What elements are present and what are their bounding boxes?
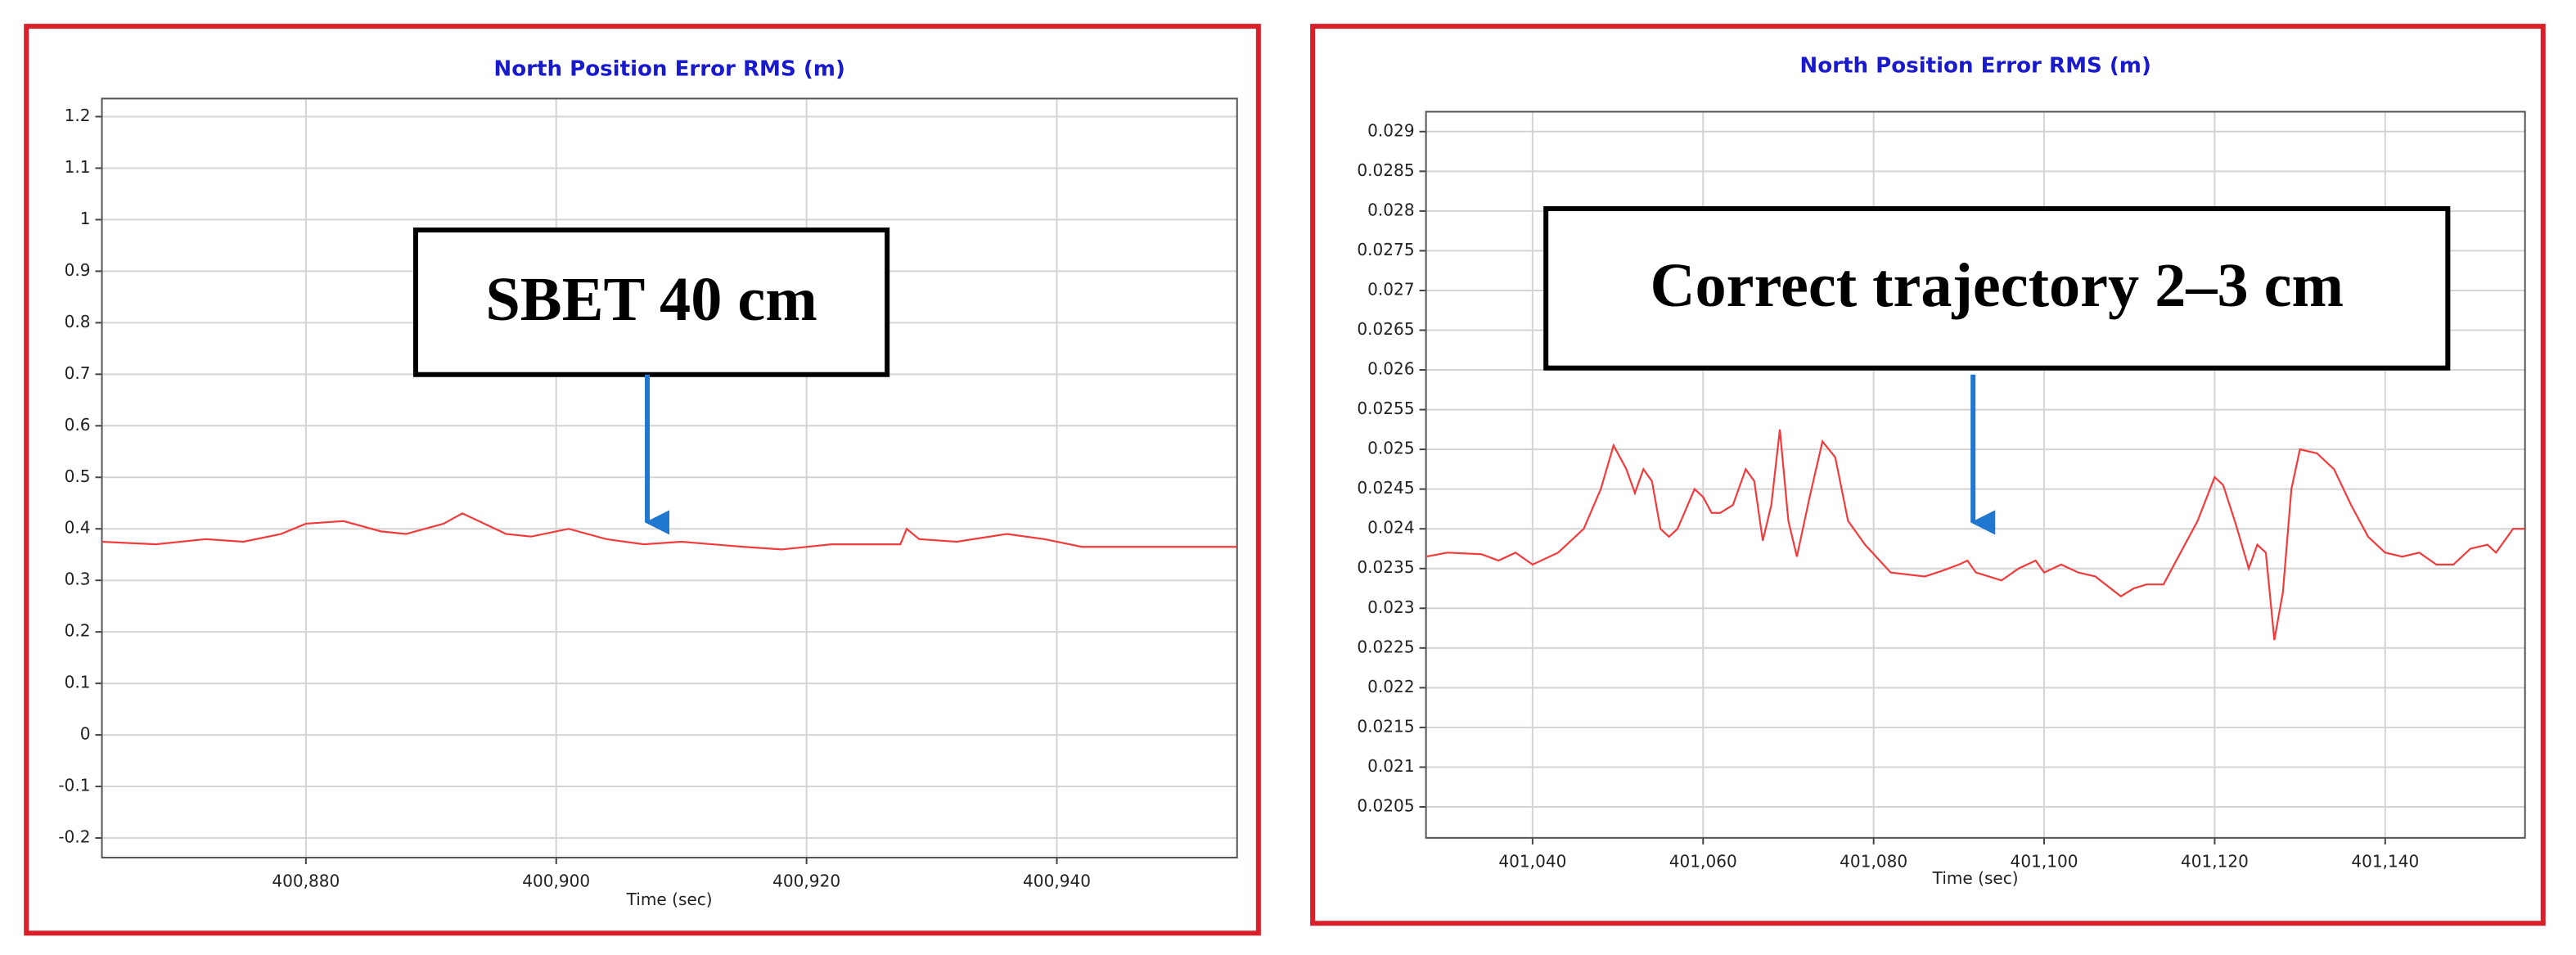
y-tick-label: 0.0285 <box>1357 160 1414 180</box>
y-tick-label: 0.028 <box>1367 200 1414 219</box>
y-tick-label: 0.025 <box>1367 439 1414 458</box>
y-tick-label: 0.029 <box>1367 120 1414 140</box>
x-tick-label: 401,040 <box>1498 851 1566 871</box>
x-tick-label: 400,880 <box>272 872 340 891</box>
y-tick-label: 1.1 <box>65 157 91 177</box>
y-tick-label: 0.0205 <box>1357 795 1414 815</box>
y-tick-label: 0.9 <box>65 260 91 280</box>
y-tick-label: 0.4 <box>65 518 91 538</box>
y-tick-label: 0.022 <box>1367 677 1414 696</box>
x-tick-label: 400,940 <box>1023 872 1091 891</box>
y-tick-label: 0.0245 <box>1357 478 1414 498</box>
y-tick-label: -0.2 <box>58 827 90 847</box>
y-tick-label: 0.0215 <box>1357 716 1414 736</box>
x-axis-label: Time (sec) <box>626 890 713 909</box>
x-tick-label: 401,080 <box>1840 851 1907 871</box>
y-tick-label: 0.0265 <box>1357 319 1414 339</box>
x-tick-label: 401,100 <box>2011 851 2078 871</box>
annotation: SBET 40 cm <box>485 264 817 334</box>
panel-frame <box>1310 24 2546 926</box>
y-tick-label: 0.027 <box>1367 279 1414 299</box>
x-tick-label: 401,140 <box>2351 851 2419 871</box>
x-axis-label: Time (sec) <box>1932 868 2019 888</box>
y-tick-label: 0.1 <box>65 673 91 692</box>
chart-title: North Position Error RMS (m) <box>493 56 844 81</box>
data-line <box>101 512 1237 551</box>
y-tick-label: -0.1 <box>58 776 90 795</box>
annotation-box <box>1543 205 2451 371</box>
y-tick-label: 0.021 <box>1367 756 1414 776</box>
panel-frame <box>24 24 1261 936</box>
y-tick-label: 0.3 <box>65 570 91 589</box>
plot-border <box>101 97 1238 858</box>
y-tick-label: 0.0255 <box>1357 399 1414 418</box>
y-tick-label: 1.2 <box>65 106 91 125</box>
x-tick-label: 401,120 <box>2181 851 2249 871</box>
y-tick-label: 0 <box>80 724 91 744</box>
y-tick-label: 0.8 <box>65 312 91 331</box>
y-tick-label: 0.6 <box>65 415 91 435</box>
data-line <box>1425 429 2525 641</box>
x-tick-label: 400,900 <box>522 872 590 891</box>
y-tick-label: 1 <box>80 209 91 228</box>
y-tick-label: 0.2 <box>65 621 91 641</box>
x-tick-label: 400,920 <box>772 872 840 891</box>
x-tick-label: 401,060 <box>1669 851 1737 871</box>
annotation-box <box>412 227 890 377</box>
annotation: Correct trajectory 2–3 cm <box>1650 250 2344 320</box>
y-tick-label: 0.026 <box>1367 359 1414 379</box>
plot-border <box>1425 110 2526 839</box>
y-tick-label: 0.0275 <box>1357 240 1414 259</box>
y-tick-label: 0.7 <box>65 363 91 383</box>
y-tick-label: 0.024 <box>1367 518 1414 538</box>
y-tick-label: 0.0225 <box>1357 637 1414 656</box>
y-tick-label: 0.0235 <box>1357 557 1414 577</box>
y-tick-label: 0.023 <box>1367 597 1414 617</box>
y-tick-label: 0.5 <box>65 466 91 486</box>
chart-title: North Position Error RMS (m) <box>1799 53 2150 78</box>
